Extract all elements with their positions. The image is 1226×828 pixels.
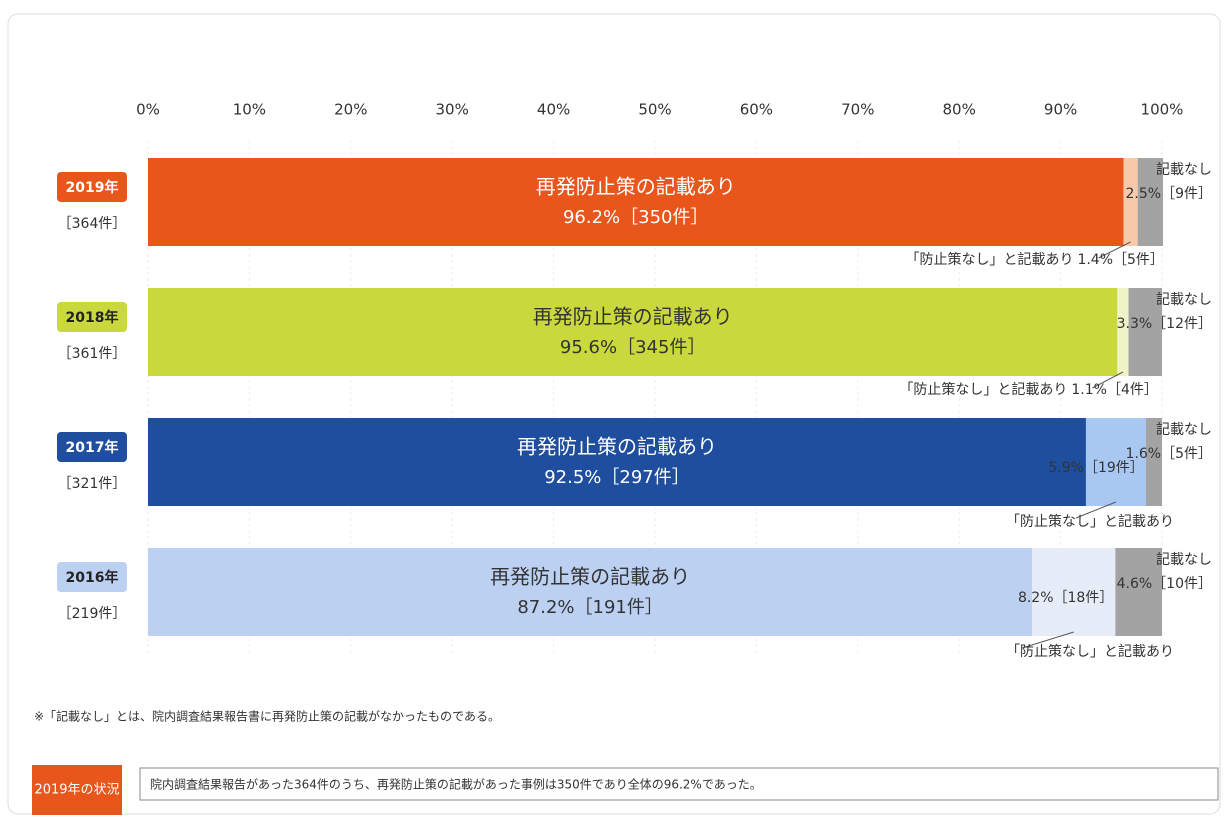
bar-segment	[1032, 548, 1116, 636]
summary-label-box	[32, 765, 122, 815]
value-label: 1.4%［5件］	[1077, 252, 1163, 268]
bar-segment	[1085, 418, 1146, 506]
bar-segment	[148, 418, 1086, 506]
y-tick-label: 2016年	[66, 569, 119, 586]
value-label: 1.6%［5件］	[1126, 446, 1212, 462]
summary-label: 2019年の状況	[34, 783, 119, 798]
segment-name: 「防止策なし」と記載あり	[1006, 513, 1174, 530]
segment-name: 「防止策なし」と記載あり	[905, 251, 1073, 268]
value-label: 1.1%［4件］	[1071, 382, 1157, 398]
category-count: ［321件］	[58, 476, 127, 492]
value-label: 8.2%［18件］	[1018, 590, 1113, 606]
x-tick-label: 70%	[841, 101, 874, 119]
leader-line	[1022, 631, 1074, 649]
value-label: 92.5%［297件］	[544, 467, 690, 488]
x-tick-label: 90%	[1044, 101, 1077, 119]
bar-segment	[1115, 548, 1162, 636]
segment-name: 記載なし	[1156, 161, 1212, 178]
value-label: 3.3%［12件］	[1117, 316, 1212, 332]
segment-name: 再発防止策の記載あり	[517, 435, 717, 459]
bar-segment	[1117, 288, 1129, 376]
segment-name: 再発防止策の記載あり	[533, 305, 733, 329]
x-tick-label: 50%	[638, 101, 671, 119]
segment-name: 記載なし	[1156, 551, 1212, 568]
segment-name: 再発防止策の記載あり	[490, 565, 690, 589]
x-tick-label: 100%	[1141, 101, 1184, 119]
value-label: 87.2%［191件］	[517, 597, 663, 618]
segment-name: 再発防止策の記載あり	[536, 175, 736, 199]
x-tick-label: 0%	[136, 101, 160, 119]
x-tick-label: 10%	[233, 101, 266, 119]
category-count: ［364件］	[58, 216, 127, 232]
segment-name: 「防止策なし」と記載あり	[1006, 643, 1174, 660]
x-tick-label: 80%	[943, 101, 976, 119]
year-box	[57, 432, 127, 462]
x-tick-label: 20%	[334, 101, 367, 119]
value-label: 2.5%［9件］	[1126, 186, 1212, 202]
bar-segment	[148, 158, 1124, 246]
bar-segment	[148, 548, 1033, 636]
summary-text: 院内調査結果報告があった364件のうち、再発防止策の記載があった事例は350件で…	[150, 777, 762, 792]
y-tick-label: 2019年	[66, 179, 119, 196]
y-tick-label: 2018年	[66, 309, 119, 326]
segment-name: 記載なし	[1156, 421, 1212, 438]
year-box	[57, 302, 127, 332]
x-tick-label: 30%	[436, 101, 469, 119]
year-box	[57, 172, 127, 202]
year-box	[57, 562, 127, 592]
x-tick-label: 40%	[537, 101, 570, 119]
value-label: 95.6%［345件］	[560, 337, 706, 358]
bar-segment	[1128, 288, 1162, 376]
value-label: 5.9%［19件］	[1048, 460, 1143, 476]
summary-box	[139, 767, 1219, 801]
leader-line	[1092, 371, 1124, 389]
y-tick-label: 2017年	[66, 439, 119, 456]
segment-name: 記載なし	[1156, 291, 1212, 308]
leader-line	[1098, 241, 1131, 259]
footnote: ※「記載なし」とは、院内調査結果報告書に再発防止策の記載がなかったものである。	[34, 709, 500, 724]
category-count: ［361件］	[58, 346, 127, 362]
value-label: 4.6%［10件］	[1117, 576, 1212, 592]
x-tick-label: 60%	[740, 101, 773, 119]
leader-line	[1075, 501, 1117, 519]
frame	[7, 13, 1221, 815]
bar-segment	[1145, 418, 1162, 506]
bar-segment	[1123, 158, 1138, 246]
bar-segment	[1137, 158, 1164, 246]
value-label: 96.2%［350件］	[563, 207, 709, 228]
segment-name: 「防止策なし」と記載あり	[899, 381, 1067, 398]
category-count: ［219件］	[58, 606, 127, 622]
bar-segment	[148, 288, 1118, 376]
